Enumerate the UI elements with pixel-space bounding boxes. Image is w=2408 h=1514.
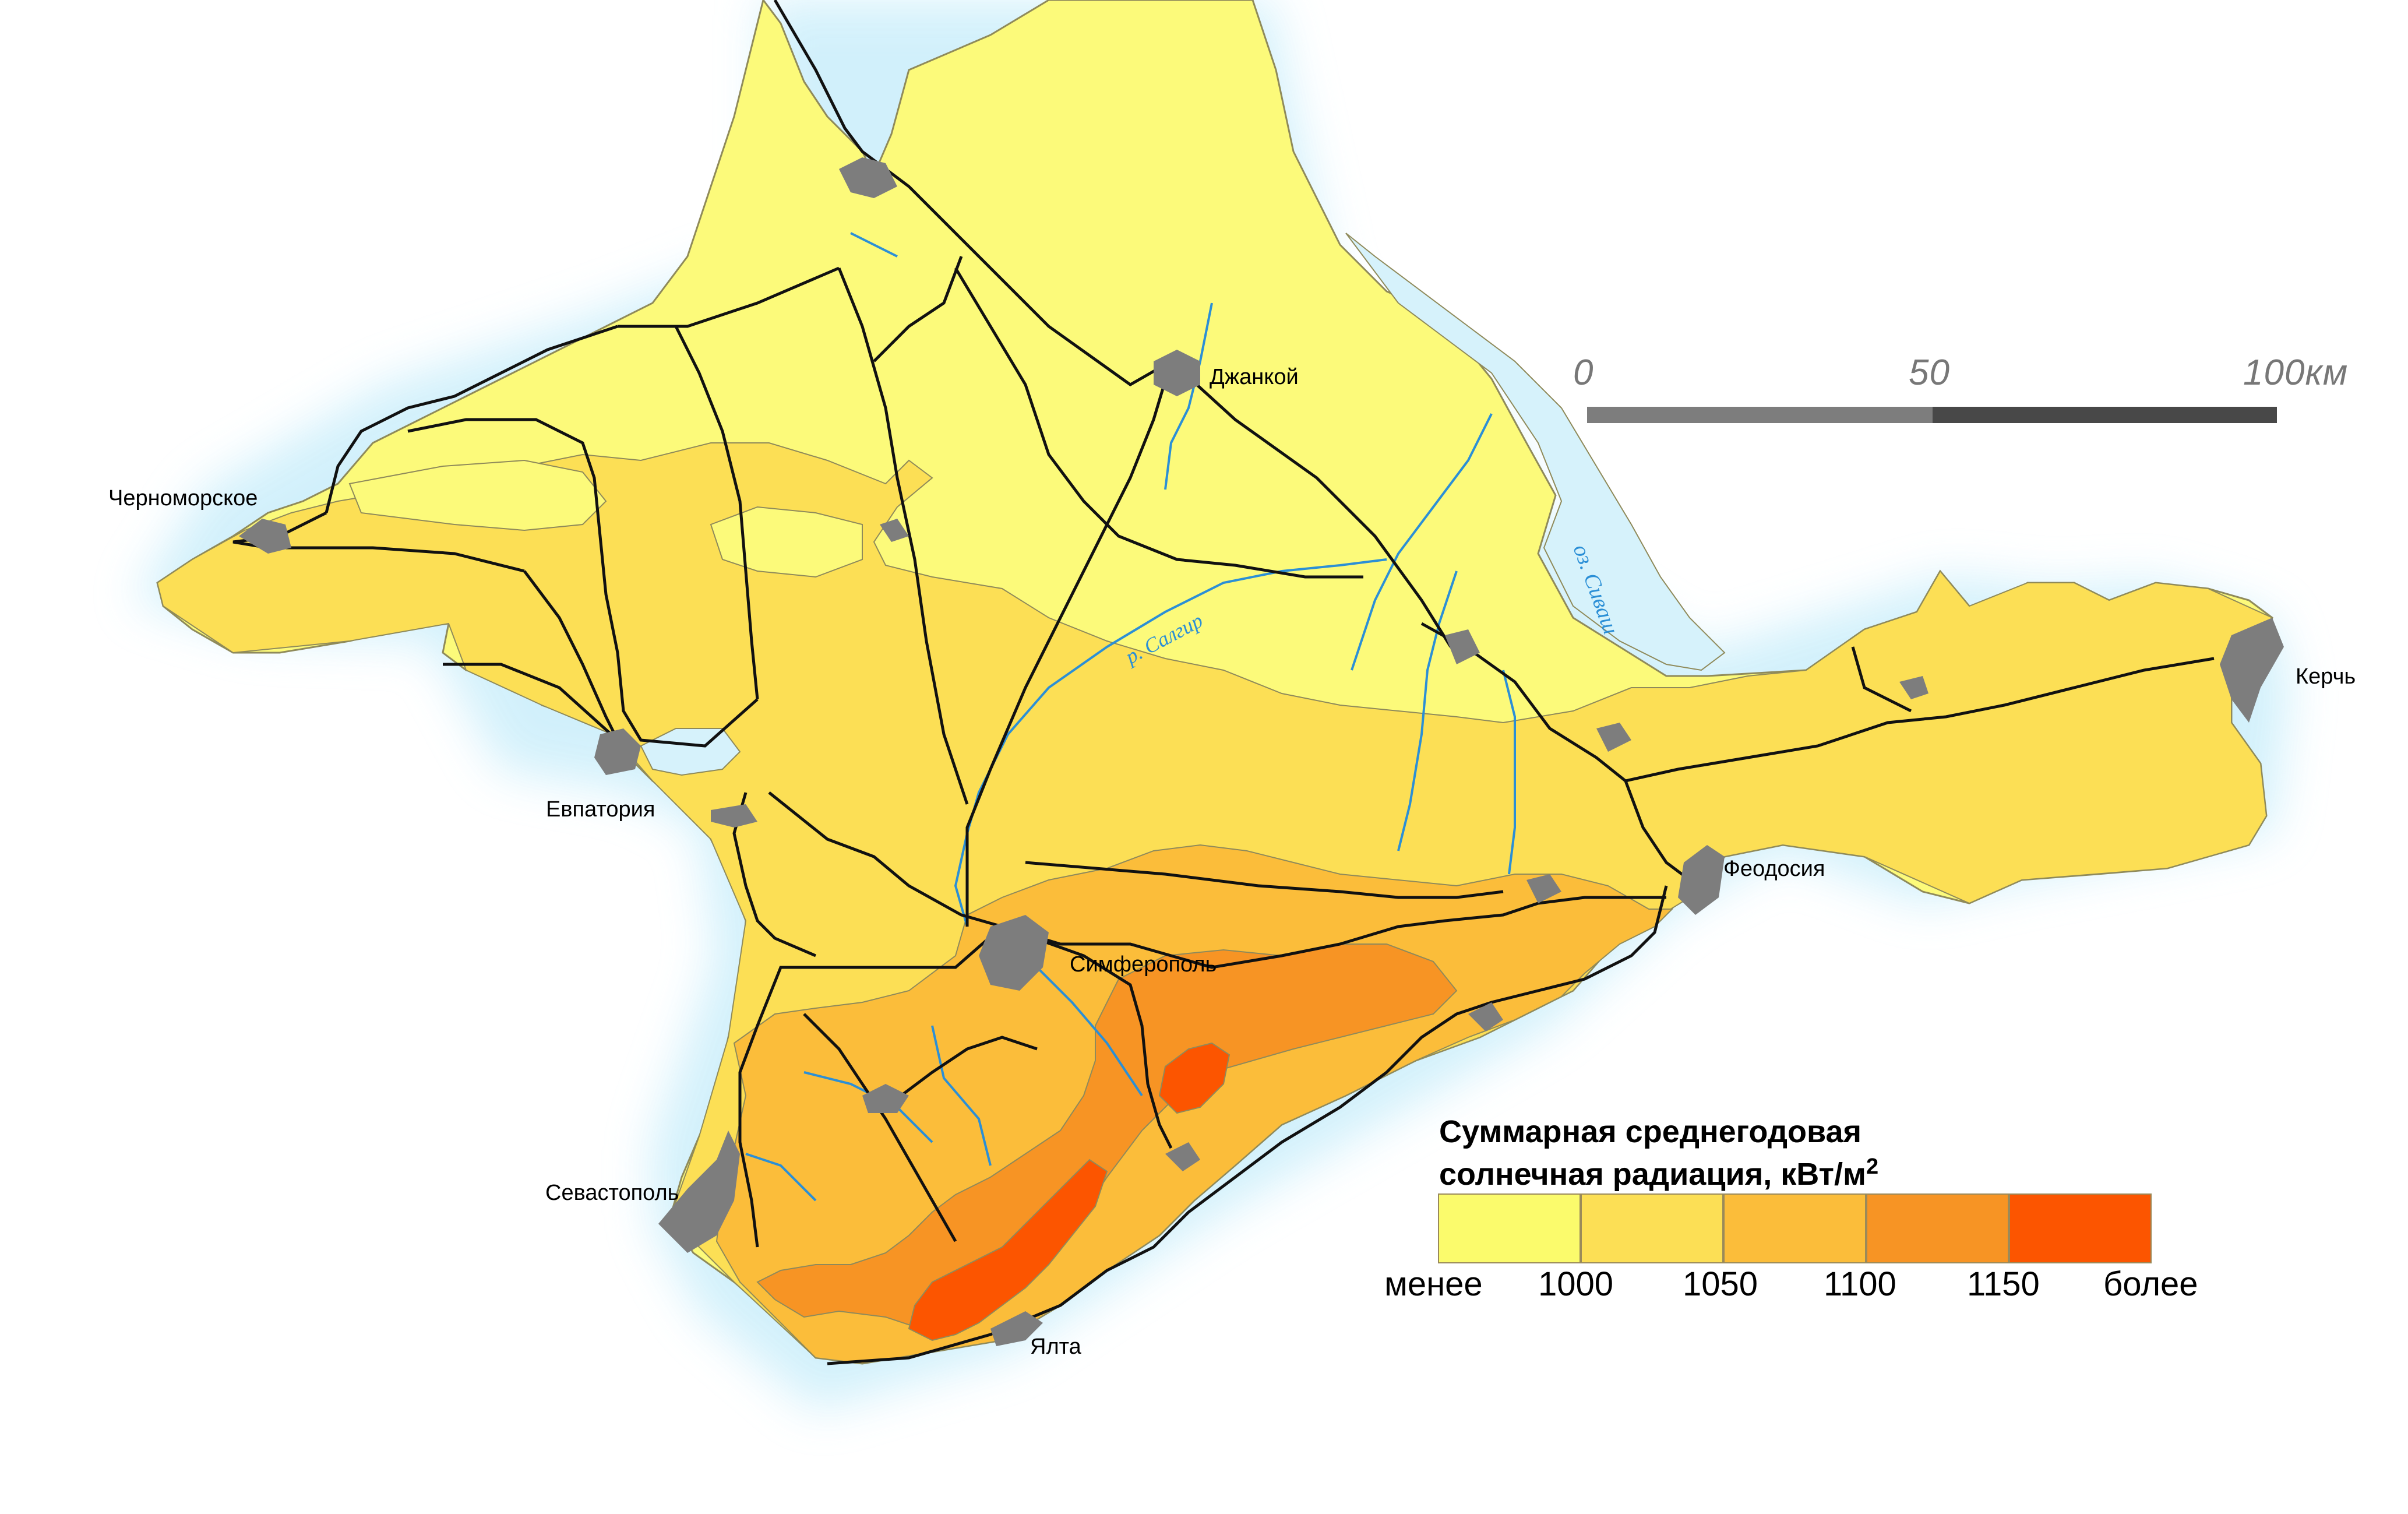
legend-tick-1050: 1050 <box>1683 1265 1758 1303</box>
city-marker-saki <box>711 804 757 828</box>
city-label-sevastopol: Севастополь <box>545 1181 679 1205</box>
city-marker-dzhankoy <box>1154 350 1200 396</box>
legend-title: Суммарная среднегодовая солнечная радиац… <box>1439 1114 1878 1192</box>
city-label-feodosia: Феодосия <box>1723 857 1825 881</box>
legend-tick-1000: 1000 <box>1538 1265 1614 1303</box>
rivers <box>745 232 1516 1202</box>
legend-title-line2: солнечная радиация, кВт/м2 <box>1439 1154 1879 1192</box>
city-markers <box>239 157 2284 1346</box>
city-marker-sudak <box>1468 1002 1503 1031</box>
city-marker-simferopol <box>979 915 1049 991</box>
scale-tick-50: 50 <box>1909 353 1950 393</box>
legend-tick-1100: 1100 <box>1824 1265 1896 1303</box>
roads <box>232 0 2215 1365</box>
city-label-kerch: Керчь <box>2296 664 2356 689</box>
zone-pale-west <box>348 459 607 531</box>
city-marker-sevastopol <box>658 1131 740 1253</box>
city-marker-armyansk <box>839 157 897 198</box>
city-marker-bakhchisaray <box>862 1084 909 1113</box>
city-marker-kerch <box>2220 618 2284 723</box>
zone-above-1150 <box>908 1159 1108 1342</box>
legend-tick-less: менее <box>1384 1265 1483 1303</box>
city-marker-krasnoperekopsk <box>880 519 909 542</box>
city-marker-alushta <box>1165 1142 1200 1171</box>
city-label-chernomorskoe: Черноморское <box>108 486 258 510</box>
legend-swatch-4 <box>1866 1193 2009 1263</box>
city-marker-belogorsk <box>1526 874 1561 903</box>
city-marker-nizhnegorsky <box>1596 723 1631 752</box>
scale-tick-0: 0 <box>1573 353 1594 393</box>
scale-tick-100: 100км <box>2243 353 2349 393</box>
city-marker-chernomorskoe <box>239 519 291 554</box>
city-label-dzhankoy: Джанкой <box>1210 365 1299 389</box>
legend-tick-1150: 1150 <box>1967 1265 2040 1303</box>
scale-bar-second <box>1933 407 2277 423</box>
legend-tick-more: более <box>2103 1265 2198 1303</box>
city-label-yalta: Ялта <box>1030 1335 1081 1359</box>
legend-swatch-1 <box>1438 1193 1581 1263</box>
city-marker-dzhankoy-east <box>1445 629 1480 664</box>
city-label-evpatoria: Евпатория <box>546 797 655 822</box>
scale-bar-first <box>1587 407 1933 423</box>
scale-unit: км <box>2305 353 2349 393</box>
legend-title-sup: 2 <box>1866 1154 1879 1179</box>
city-marker-yalta <box>990 1311 1043 1346</box>
zone-above-1150-b <box>1158 1042 1231 1114</box>
city-marker-leninoe <box>1899 676 1928 699</box>
legend-swatch-5 <box>2009 1193 2152 1263</box>
legend-title-line1: Суммарная среднегодовая <box>1439 1114 1861 1149</box>
city-marker-evpatoria <box>594 728 641 775</box>
city-label-simferopol: Симферополь <box>1070 952 1217 977</box>
zone-pale-central <box>710 506 863 578</box>
evpatoria-lake <box>640 728 741 776</box>
legend-swatch-3 <box>1723 1193 1866 1263</box>
sivash-water <box>1345 233 1726 671</box>
city-marker-feodosia <box>1678 845 1725 915</box>
legend-swatch-2 <box>1581 1193 1723 1263</box>
